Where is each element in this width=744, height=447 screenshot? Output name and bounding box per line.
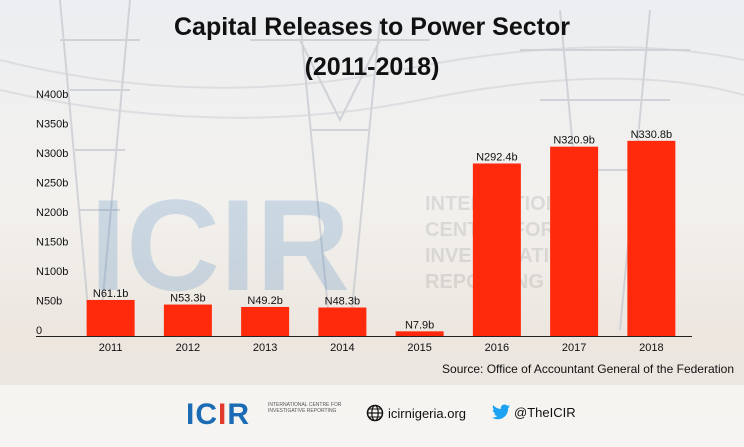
data-label-2015: N7.9b [405, 319, 434, 331]
y-tick-label: N400b [36, 89, 68, 101]
y-tick-label: N50b [36, 296, 62, 308]
y-tick-label: N200b [36, 207, 68, 219]
globe-icon [366, 404, 384, 422]
bar-2012 [163, 304, 212, 336]
logo-subtitle: International Centre for Investigative R… [268, 402, 342, 414]
x-tick-label: 2017 [562, 342, 586, 354]
website-link[interactable]: icirnigeria.org [366, 404, 466, 422]
y-tick-label: N350b [36, 119, 68, 131]
x-tick-label: 2012 [176, 342, 200, 354]
x-tick-label: 2013 [253, 342, 277, 354]
data-label-2011: N61.1b [93, 288, 128, 300]
website-text: icirnigeria.org [388, 405, 467, 421]
data-label-2018: N330.8b [631, 129, 673, 141]
data-label-2014: N48.3b [325, 296, 360, 308]
y-tick-label: N300b [36, 148, 68, 160]
y-tick-label: 0 [36, 325, 42, 337]
source-note: Source: Office of Accountant General of … [442, 362, 734, 376]
bar-2017 [550, 146, 599, 336]
x-tick-label: 2011 [99, 342, 123, 354]
bar-2018 [627, 140, 676, 336]
data-label-2013: N49.2b [247, 295, 282, 307]
bar-2014 [318, 307, 367, 336]
data-label-2012: N53.3b [170, 293, 205, 305]
y-tick-label: N100b [36, 266, 68, 278]
x-tick-label: 2014 [330, 342, 354, 354]
chart-title: Capital Releases to Power Sector [174, 13, 570, 41]
chart-subtitle-years: (2011-2018) [304, 53, 440, 81]
y-tick-label: N150b [36, 237, 68, 249]
twitter-text: @TheICIR [514, 404, 576, 420]
x-tick-label: 2018 [639, 342, 663, 354]
x-tick-label: 2015 [407, 342, 431, 354]
bar-2011 [86, 299, 135, 336]
x-tick-label: 2016 [485, 342, 509, 354]
icir-logo: ICIR [186, 398, 251, 431]
bar-2015 [395, 331, 444, 336]
svg-text:ICIR: ICIR [90, 172, 350, 318]
bar-2016 [472, 163, 521, 336]
data-label-2017: N320.9b [553, 135, 595, 147]
bar-2013 [241, 306, 290, 336]
twitter-bird-icon [492, 404, 510, 420]
y-tick-label: N250b [36, 178, 68, 190]
twitter-handle-link[interactable]: @TheICIR [492, 404, 576, 420]
data-label-2016: N292.4b [476, 151, 518, 163]
